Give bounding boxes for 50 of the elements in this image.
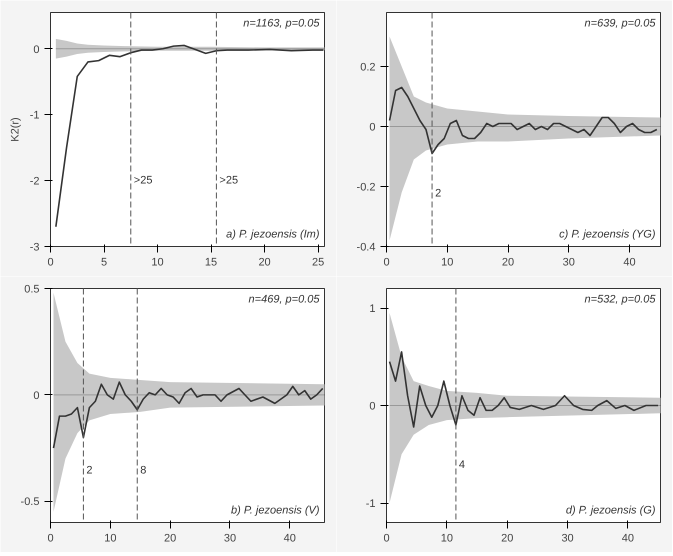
x-tick-label: 0 bbox=[47, 256, 54, 268]
x-tick-label: 0 bbox=[47, 532, 54, 544]
annotation: n=639, p=0.05 bbox=[584, 18, 656, 30]
x-tick-label: 40 bbox=[622, 532, 634, 544]
y-tick-label: 1 bbox=[369, 303, 376, 315]
y-tick-label: 0.5 bbox=[24, 284, 40, 296]
x-tick-label: 10 bbox=[441, 256, 454, 268]
annotation: 2 bbox=[86, 464, 93, 476]
annotation: n=1163, p=0.05 bbox=[243, 18, 320, 30]
x-tick-label: 20 bbox=[501, 532, 514, 544]
y-tick-label: 0 bbox=[369, 400, 376, 412]
y-tick-label: -0.2 bbox=[356, 182, 376, 194]
annotation: >25 bbox=[219, 174, 238, 187]
x-tick-label: 0 bbox=[383, 532, 390, 544]
x-tick-label: 30 bbox=[561, 532, 574, 544]
x-tick-label: 20 bbox=[164, 532, 176, 544]
x-tick-label: 25 bbox=[312, 256, 324, 268]
y-tick-label: -1 bbox=[30, 110, 40, 122]
x-tick-label: 10 bbox=[440, 532, 453, 544]
x-tick-label: 20 bbox=[502, 256, 514, 268]
x-tick-label: 40 bbox=[284, 532, 296, 544]
y-tick-label: 0 bbox=[369, 122, 376, 134]
annotation: n=469, p=0.05 bbox=[248, 294, 320, 306]
annotation: b) P. jezoensis (V) bbox=[231, 504, 320, 516]
y-tick-label: -0.5 bbox=[20, 496, 40, 508]
annotation: d) P. jezoensis (G) bbox=[566, 504, 656, 516]
annotation: >25 bbox=[134, 174, 152, 187]
y-tick-label: 0 bbox=[33, 390, 40, 402]
annotation: 4 bbox=[458, 459, 466, 471]
annotation: a) P. jezoensis (Im) bbox=[226, 228, 320, 240]
annotation: n=532, p=0.05 bbox=[584, 294, 656, 306]
y-tick-label: 0 bbox=[33, 44, 40, 56]
x-tick-label: 0 bbox=[383, 256, 390, 268]
y-tick-label: -0.4 bbox=[356, 242, 376, 254]
y-tick-label: 0.2 bbox=[360, 62, 376, 74]
annotation: 8 bbox=[140, 464, 146, 476]
x-tick-label: 30 bbox=[562, 256, 575, 268]
x-tick-label: 5 bbox=[100, 256, 108, 268]
x-tick-label: 10 bbox=[151, 256, 164, 268]
y-tick-label: -1 bbox=[366, 498, 376, 510]
annotation: c) P. jezoensis (YG) bbox=[559, 228, 656, 240]
x-tick-label: 40 bbox=[623, 256, 636, 268]
x-tick-label: 20 bbox=[258, 256, 271, 268]
x-tick-label: 15 bbox=[204, 256, 218, 268]
annotation: 2 bbox=[435, 188, 442, 200]
y-tick-label: -3 bbox=[30, 242, 40, 254]
y-axis-title: K2(r) bbox=[10, 117, 22, 142]
y-tick-label: -2 bbox=[30, 176, 40, 188]
x-tick-label: 30 bbox=[224, 532, 236, 544]
x-tick-label: 10 bbox=[104, 532, 116, 544]
